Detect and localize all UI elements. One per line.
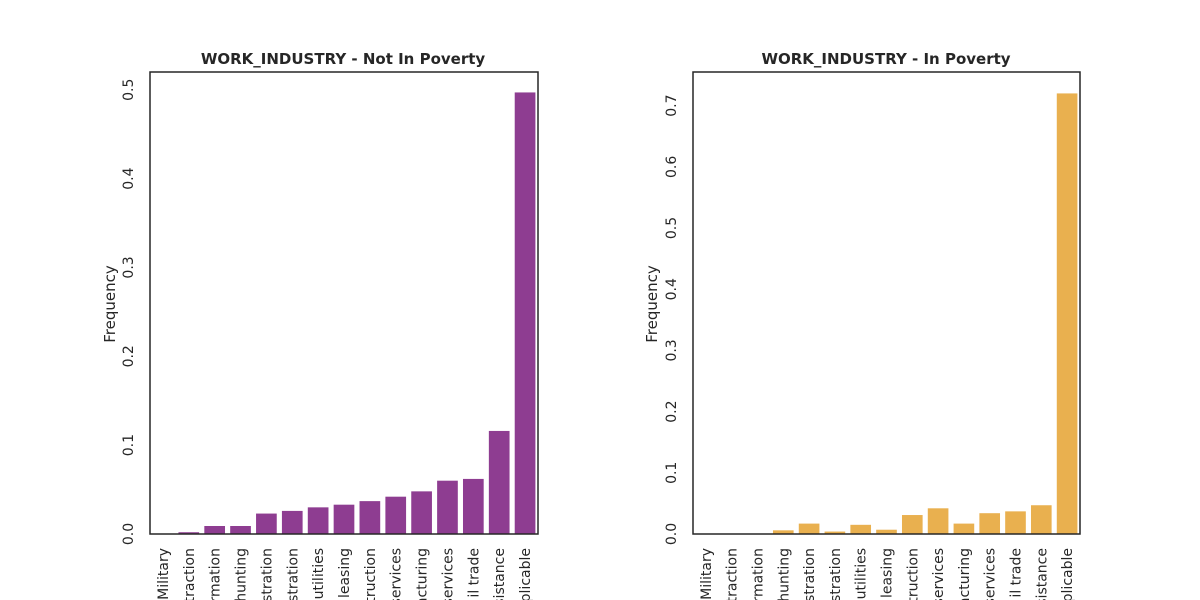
bar [488,430,510,534]
bar [927,508,949,534]
bar [514,92,536,534]
y-tick-label: 0.3 [121,256,137,278]
axes-frame [692,71,1081,535]
chart-title-not-in-poverty: WORK_INDUSTRY - Not In Poverty [201,50,486,68]
chart-title-in-poverty: WORK_INDUSTRY - In Poverty [761,50,1010,68]
x-tick-label: istration [259,548,275,600]
x-tick-label: utilities [311,548,327,599]
y-tick-label: 0.6 [664,156,680,178]
x-tick-label: Military [156,548,172,600]
bar [901,515,923,534]
x-tick-label: utilities [854,548,870,599]
y-tick-label: 0.4 [664,278,680,300]
bar [437,480,458,534]
x-tick-label: acturing [415,548,431,600]
bar [307,507,329,534]
x-tick-label: istration [828,548,844,600]
bar [411,491,432,534]
x-tick-label: hunting [776,548,792,600]
x-tick-label: traction [182,548,198,600]
bar [824,531,846,534]
y-tick-label: 0.0 [121,523,137,545]
y-axis-label-in-poverty: Frequency [643,265,661,343]
panel-in-poverty: 0.0 0.1 0.2 0.3 0.4 0.5 0.6 0.7 Military traction… [664,71,1081,600]
y-tick-label: 0.5 [664,217,680,239]
x-tick-label: rmation [208,548,224,600]
x-tick-label: truction [363,548,379,600]
x-tick-label: services [983,548,999,600]
bar [204,526,226,534]
bar [281,510,303,534]
x-tick-label: istration [802,548,818,600]
panel-not-in-poverty: 0.0 0.1 0.2 0.3 0.4 0.5 Military traction rmatio… [121,71,539,600]
bar [256,513,277,534]
bar [462,478,484,534]
y-tick-label: 0.5 [121,79,137,101]
bar [876,529,897,534]
x-tick-label: sistance [492,548,508,600]
x-tick-label: truction [905,548,921,600]
y-tick-label: 0.1 [664,462,680,484]
y-tick-label: 0.4 [121,167,137,189]
bar [333,504,355,534]
bar [772,530,794,534]
x-tick-label: Military [699,548,715,600]
x-tick-label: traction [725,548,741,600]
axes-frame [149,71,539,535]
x-tick-label: services [931,548,947,600]
bar [359,501,381,534]
bar [385,496,407,534]
bar [1005,511,1026,534]
bar [1030,505,1052,534]
bar [1056,93,1078,534]
x-tick-label: rmation [751,548,767,600]
y-axis-label-not-in-poverty: Frequency [101,265,119,343]
y-tick-label: 0.1 [121,434,137,456]
x-tick-label: il trade [466,548,482,598]
bar [953,523,975,534]
x-tick-label: leasing [337,548,353,598]
bar [178,532,200,534]
x-tick-label: il trade [1009,548,1025,598]
bar [798,523,820,534]
x-tick-label: istration [285,548,301,600]
y-tick-label: 0.2 [121,345,137,367]
x-tick-label: plicable [1060,548,1076,600]
x-tick-label: services [440,548,456,600]
x-tick-label: hunting [234,548,250,600]
bar [979,513,1001,534]
y-tick-label: 0.7 [664,95,680,117]
y-tick-label: 0.2 [664,400,680,422]
x-tick-label: services [389,548,405,600]
x-tick-label: sistance [1034,548,1050,600]
x-tick-label: leasing [880,548,896,598]
y-tick-label: 0.0 [664,523,680,545]
x-tick-label: acturing [957,548,973,600]
bar [850,524,872,534]
y-tick-label: 0.3 [664,339,680,361]
bar [230,526,251,534]
x-tick-label: plicable [518,548,534,600]
